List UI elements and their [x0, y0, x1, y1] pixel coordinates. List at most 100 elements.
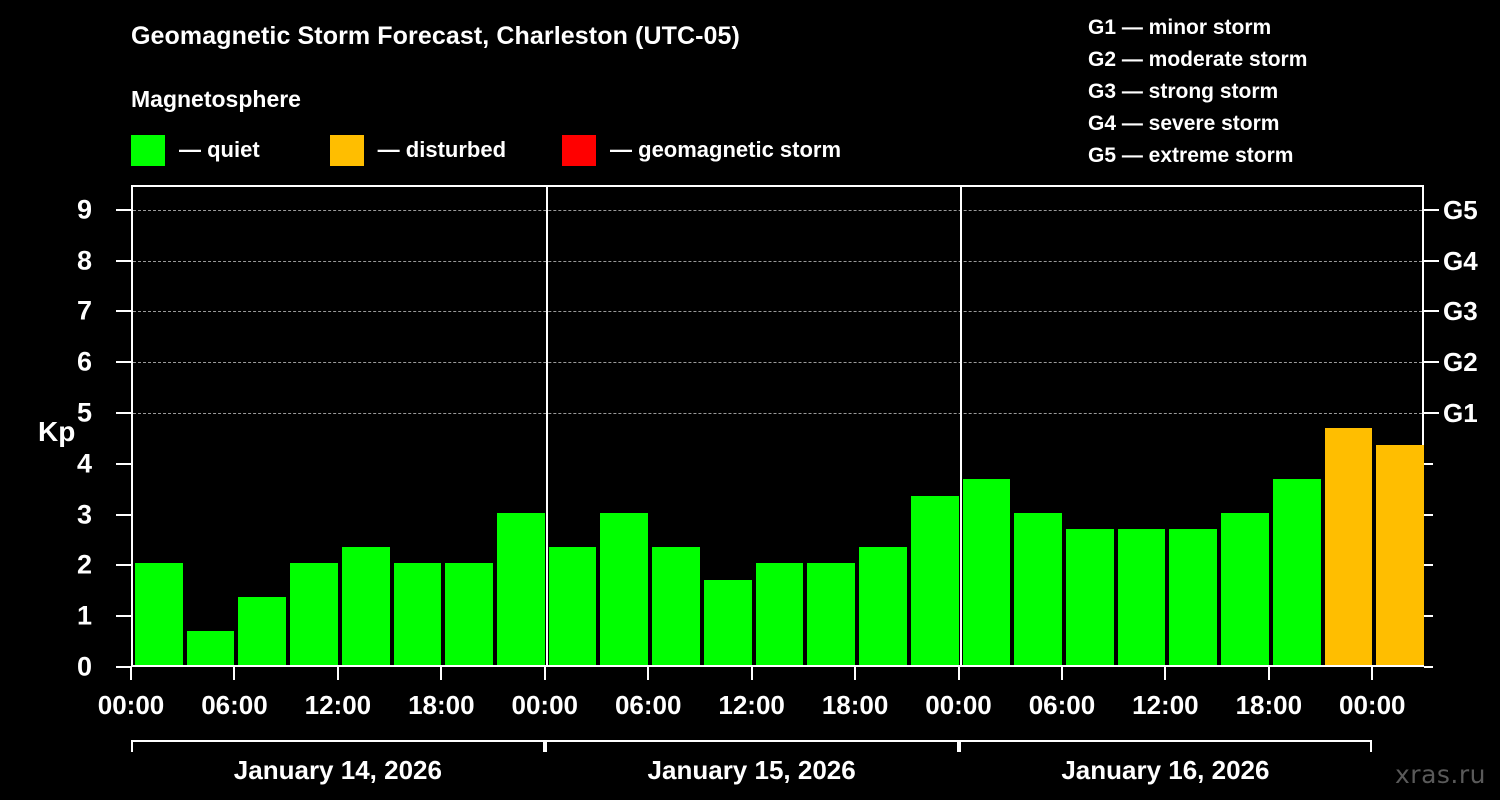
g-tick-mark-G5 — [1424, 208, 1439, 211]
y-tick-mark-4 — [116, 462, 131, 465]
g-scale-row-g1: G1 — minor storm — [1088, 16, 1272, 39]
bar-kp — [807, 563, 856, 665]
bar-kp — [445, 563, 494, 665]
bar-kp — [703, 580, 752, 665]
x-tick-label-2: 12:00 — [304, 690, 372, 720]
x-tick-label-0: 00:00 — [97, 690, 165, 720]
legend-label-geomagnetic-storm: — geomagnetic storm — [610, 137, 842, 162]
date-bracket-1 — [131, 740, 545, 752]
y-tick-label-9: 9 — [76, 194, 92, 225]
color-legend: — quiet — disturbed — geomagnetic storm — [131, 133, 841, 167]
x-tick-mark-12 — [1371, 667, 1374, 680]
bar-kp — [652, 546, 700, 665]
bar-kp — [1272, 478, 1321, 665]
x-tick-mark-8 — [957, 667, 960, 680]
day-separator-1 — [545, 187, 548, 665]
bars-layer — [133, 187, 1424, 665]
bar-kp — [1065, 529, 1114, 665]
g-tick-mark-G1 — [1424, 412, 1439, 415]
g-tick-label-G5: G5 — [1443, 194, 1478, 225]
gridline-kp-5 — [133, 413, 1422, 415]
y-tick-label-0: 0 — [76, 651, 92, 682]
bar-kp — [1014, 512, 1062, 665]
g-scale-row-g3: G3 — strong storm — [1088, 80, 1279, 103]
bar-kp — [238, 597, 287, 665]
bar-kp — [497, 512, 545, 665]
bar-kp — [186, 630, 235, 665]
y-tick-mark-2 — [116, 564, 131, 567]
x-tick-label-9: 06:00 — [1028, 690, 1096, 720]
x-tick-mark-4 — [543, 667, 546, 680]
legend-label-quiet: — quiet — [179, 137, 260, 162]
x-tick-mark-3 — [440, 667, 443, 680]
y-tick-mark-5 — [116, 412, 131, 415]
x-tick-mark-9 — [1060, 667, 1063, 680]
bar-kp — [1221, 512, 1269, 665]
page-title: Geomagnetic Storm Forecast, Charleston (… — [131, 22, 740, 50]
x-tick-label-8: 00:00 — [925, 690, 992, 720]
y-tick-label-2: 2 — [76, 549, 92, 580]
legend-swatch-geomagnetic-storm — [562, 134, 597, 166]
bar-kp — [290, 563, 338, 665]
gridline-kp-8 — [133, 260, 1422, 262]
g-minor-tick-2 — [1424, 564, 1433, 567]
legend-item-disturbed: — disturbed — [329, 134, 506, 166]
date-label-3: January 16, 2026 — [1061, 755, 1270, 785]
plot-inner — [133, 187, 1424, 665]
y-axis-title: Kp — [38, 416, 76, 447]
bar-kp — [910, 495, 959, 665]
y-tick-label-5: 5 — [76, 397, 92, 428]
y-tick-mark-9 — [116, 208, 131, 211]
day-separator-2 — [959, 187, 962, 665]
g-tick-label-G3: G3 — [1443, 296, 1478, 327]
x-tick-label-3: 18:00 — [408, 690, 475, 720]
x-tick-mark-1 — [233, 667, 236, 680]
x-tick-label-12: 00:00 — [1339, 690, 1406, 720]
x-tick-mark-10 — [1164, 667, 1167, 680]
date-bracket-3 — [958, 740, 1373, 752]
x-tick-mark-5 — [647, 667, 650, 680]
y-tick-label-8: 8 — [76, 245, 92, 276]
x-tick-label-1: 06:00 — [201, 690, 268, 720]
y-tick-label-3: 3 — [76, 499, 92, 530]
g-minor-tick-4 — [1424, 462, 1433, 465]
g-scale-row-g5: G5 — extreme storm — [1088, 144, 1294, 167]
y-tick-mark-7 — [116, 310, 131, 313]
y-tick-label-4: 4 — [76, 448, 92, 479]
watermark: xras.ru — [1395, 760, 1486, 789]
g-scale-row-g2: G2 — moderate storm — [1088, 48, 1308, 71]
bar-kp — [962, 478, 1011, 665]
x-tick-mark-0 — [130, 667, 132, 680]
x-tick-mark-2 — [336, 667, 339, 680]
bar-kp — [393, 563, 442, 665]
x-tick-mark-6 — [750, 667, 753, 680]
legend-swatch-quiet — [131, 134, 165, 166]
x-tick-label-11: 18:00 — [1235, 690, 1303, 720]
bar-kp — [859, 546, 907, 665]
g-tick-label-G4: G4 — [1443, 245, 1478, 276]
y-tick-mark-1 — [116, 615, 131, 618]
y-tick-mark-3 — [116, 513, 131, 516]
y-tick-label-7: 7 — [76, 295, 92, 326]
g-tick-mark-G2 — [1424, 361, 1439, 364]
legend-item-storm: — geomagnetic storm — [562, 134, 842, 166]
legend-item-quiet: — quiet — [131, 134, 260, 166]
bar-kp — [341, 546, 390, 665]
y-tick-mark-8 — [116, 259, 131, 262]
x-tick-label-6: 12:00 — [718, 690, 785, 720]
x-tick-label-4: 00:00 — [511, 690, 579, 720]
g-scale-legend: G1 — minor storm G2 — moderate storm G3 … — [1070, 12, 1490, 172]
g-minor-tick-1 — [1424, 615, 1433, 618]
magnetosphere-label: Magnetosphere — [131, 86, 301, 112]
gridline-kp-9 — [133, 209, 1422, 211]
x-tick-label-10: 12:00 — [1132, 690, 1199, 720]
bar-kp — [1117, 529, 1166, 665]
gridline-kp-7 — [133, 311, 1422, 313]
x-tick-label-5: 06:00 — [614, 690, 682, 720]
bar-kp — [600, 512, 649, 665]
date-label-2: January 15, 2026 — [647, 755, 856, 785]
legend-swatch-disturbed — [329, 134, 364, 166]
g-tick-label-G2: G2 — [1443, 347, 1478, 378]
x-tick-mark-11 — [1267, 667, 1270, 680]
date-label-1: January 14, 2026 — [233, 755, 442, 785]
